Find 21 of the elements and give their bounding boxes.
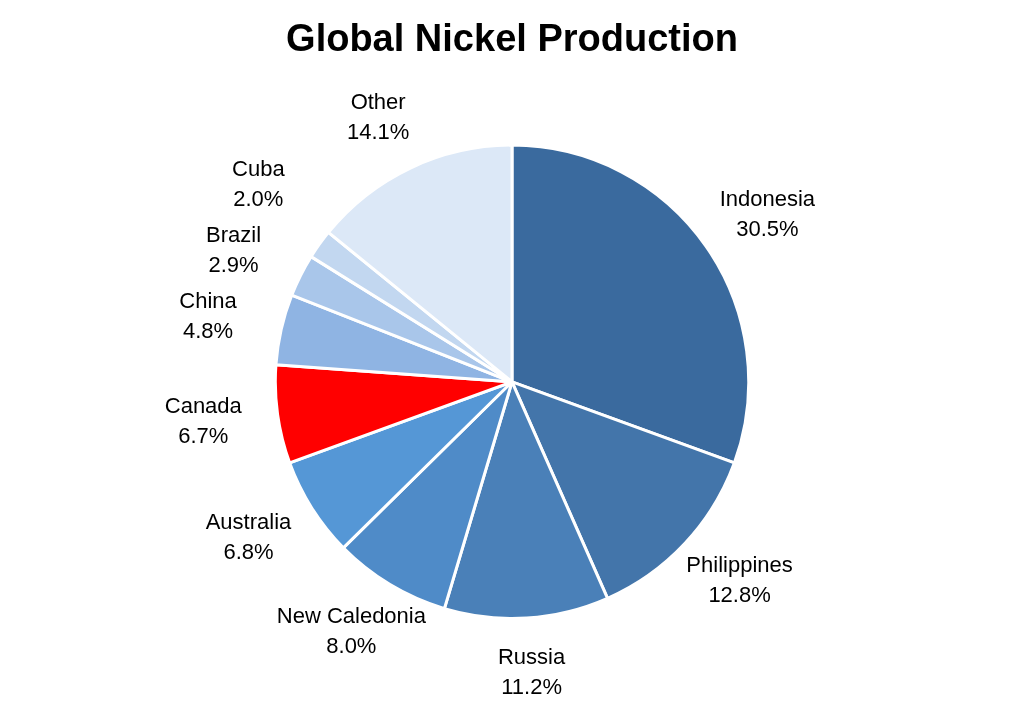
slice-label: Brazil <box>206 221 262 247</box>
slice-label: China <box>179 288 238 314</box>
slice-label: Indonesia <box>719 185 816 211</box>
slice-label: Cuba <box>232 155 286 181</box>
slice-label: Philippines <box>686 552 793 578</box>
data-label: 11.2% <box>501 673 562 699</box>
data-label: 30.5% <box>736 215 799 241</box>
data-label: 2.9% <box>208 251 259 277</box>
slice-label: Other <box>350 89 406 115</box>
slice-label: Russia <box>497 643 566 669</box>
data-label: 8.0% <box>326 632 377 658</box>
chart-title: Global Nickel Production <box>286 17 738 60</box>
data-label: 12.8% <box>708 582 771 608</box>
slice-label: Canada <box>164 393 243 419</box>
data-label: 4.8% <box>182 318 234 344</box>
data-label: 14.1% <box>346 119 410 145</box>
data-label: 6.7% <box>178 423 229 449</box>
data-label: 2.0% <box>233 185 284 211</box>
slice-label: New Caledonia <box>276 602 427 628</box>
data-label: 6.8% <box>223 538 274 564</box>
slice-label: Australia <box>205 508 293 534</box>
